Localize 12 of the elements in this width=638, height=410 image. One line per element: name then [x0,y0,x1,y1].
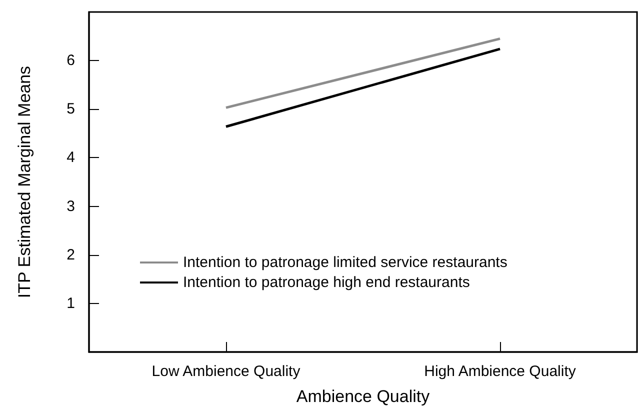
legend-label: Intention to patronage limited service restaurants [183,254,508,271]
x-tick-label: High Ambience Quality [424,363,576,380]
y-tick-label: 3 [66,198,75,215]
y-axis-title: ITP Estimated Marginal Means [15,66,34,298]
x-axis-title: Ambience Quality [296,387,430,406]
y-tick-label: 6 [66,52,75,70]
y-tick-label: 5 [66,100,75,118]
y-tick-label: 1 [66,294,75,312]
x-tick-label: Low Ambience Quality [152,363,301,380]
legend-label: Intention to patronage high end restaurants [183,274,470,291]
y-tick-label: 2 [66,246,75,264]
y-tick-label: 4 [66,149,75,166]
